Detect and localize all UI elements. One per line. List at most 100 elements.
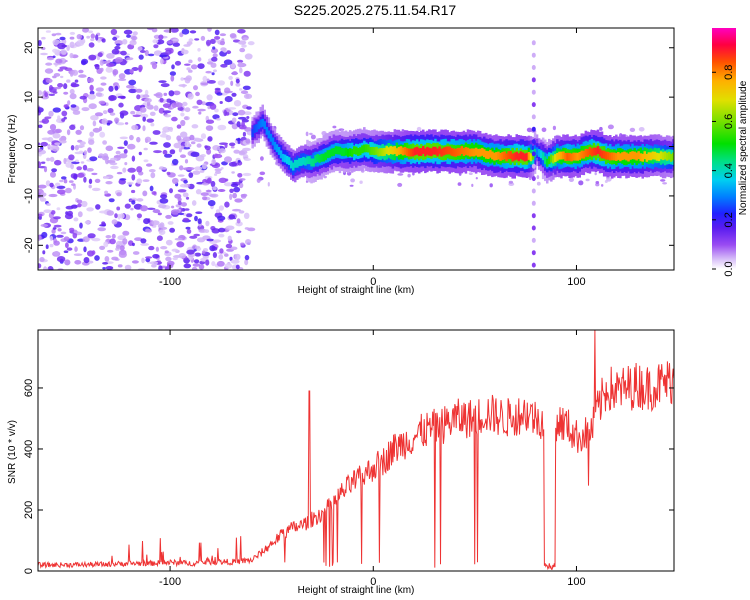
- ridge-cell: [446, 146, 449, 155]
- ridge-cell: [322, 153, 325, 162]
- noise-blob: [102, 110, 108, 115]
- colorbar-tick-label: 0.4: [723, 163, 735, 178]
- noise-blob: [143, 159, 149, 163]
- noise-blob: [242, 172, 252, 177]
- noise-blob: [192, 105, 199, 109]
- noise-blob: [169, 71, 176, 76]
- noise-blob: [124, 264, 132, 270]
- noise-blob: [153, 150, 162, 154]
- y-tick-label: 20: [23, 42, 35, 54]
- noise-blob: [66, 129, 71, 136]
- noise-blob: [197, 57, 202, 62]
- noise-blob: [123, 140, 128, 147]
- noise-blob: [51, 228, 56, 234]
- noise-blob: [82, 164, 88, 171]
- noise-blob: [235, 82, 241, 87]
- noise-blob: [142, 116, 146, 122]
- noise-blob: [123, 29, 133, 35]
- ridge-cell: [491, 151, 494, 160]
- noise-blob: [106, 53, 115, 59]
- noise-blob: [134, 237, 143, 242]
- ridge-cell: [621, 152, 624, 161]
- ridge-cell: [308, 156, 311, 165]
- noise-blob: [124, 122, 129, 125]
- noise-blob: [38, 107, 44, 113]
- noise-blob: [159, 97, 164, 103]
- noise-blob: [160, 58, 164, 65]
- ridge-cell: [296, 159, 299, 168]
- noise-blob: [87, 233, 96, 239]
- noise-blob: [63, 250, 69, 253]
- ridge-cell: [667, 151, 671, 160]
- noise-blob: [186, 249, 195, 255]
- ridge-cell: [324, 152, 327, 161]
- noise-blob: [131, 200, 136, 205]
- noise-blob: [98, 153, 104, 159]
- noise-blob: [129, 69, 134, 74]
- ridge-cell: [415, 146, 419, 155]
- noise-blob: [185, 226, 191, 230]
- ridge-cell: [403, 146, 407, 155]
- ridge-cell: [501, 152, 504, 160]
- colorbar-gradient: [712, 28, 736, 269]
- noise-blob: [210, 48, 219, 54]
- noise-blob: [82, 28, 90, 33]
- noise-blob: [210, 180, 216, 188]
- ridge-cell: [336, 146, 340, 155]
- ridge-cell: [535, 147, 539, 156]
- noise-blob: [97, 227, 106, 232]
- noise-blob: [119, 213, 125, 219]
- noise-blob: [239, 88, 243, 91]
- ridge-cell: [503, 151, 506, 160]
- noise-blob: [205, 179, 212, 184]
- ridge-cell: [590, 148, 594, 157]
- noise-blob: [629, 127, 636, 132]
- spike-blob: [531, 40, 536, 46]
- ridge-cell: [600, 150, 604, 159]
- ridge-cell: [255, 124, 258, 132]
- noise-blob: [231, 123, 238, 130]
- noise-blob: [60, 75, 64, 79]
- noise-blob: [114, 85, 119, 91]
- noise-blob: [48, 93, 56, 97]
- noise-blob: [233, 186, 241, 193]
- noise-blob: [52, 133, 61, 139]
- noise-blob: [204, 145, 211, 151]
- noise-blob: [109, 162, 118, 166]
- ridge-cell: [314, 155, 317, 164]
- ridge-cell: [261, 118, 264, 127]
- noise-blob: [178, 212, 185, 216]
- noise-blob: [214, 173, 218, 176]
- noise-blob: [65, 242, 69, 249]
- noise-blob: [76, 34, 83, 40]
- noise-blob: [86, 35, 91, 39]
- noise-blob: [159, 54, 168, 58]
- noise-blob: [235, 264, 240, 270]
- noise-blob: [105, 66, 113, 73]
- noise-blob: [240, 242, 245, 246]
- noise-blob: [552, 125, 557, 131]
- noise-blob: [350, 178, 355, 183]
- noise-blob: [177, 106, 184, 111]
- noise-blob: [541, 127, 547, 133]
- noise-blob: [205, 125, 214, 131]
- noise-blob: [194, 38, 200, 41]
- spike-blob: [531, 139, 536, 145]
- noise-blob: [124, 203, 131, 209]
- noise-blob: [211, 72, 215, 76]
- noise-blob: [70, 82, 77, 88]
- noise-blob: [57, 189, 66, 195]
- noise-blob: [227, 235, 232, 242]
- noise-blob: [100, 76, 107, 80]
- noise-blob: [127, 143, 136, 150]
- noise-blob: [80, 161, 85, 164]
- noise-blob: [230, 183, 239, 188]
- ridge-cell: [497, 151, 500, 160]
- noise-blob: [76, 166, 82, 171]
- noise-blob: [601, 184, 604, 187]
- noise-blob: [332, 125, 337, 129]
- ridge-cell: [586, 149, 590, 157]
- ridge-cell: [454, 148, 457, 157]
- noise-blob: [38, 234, 42, 241]
- noise-blob: [213, 153, 223, 159]
